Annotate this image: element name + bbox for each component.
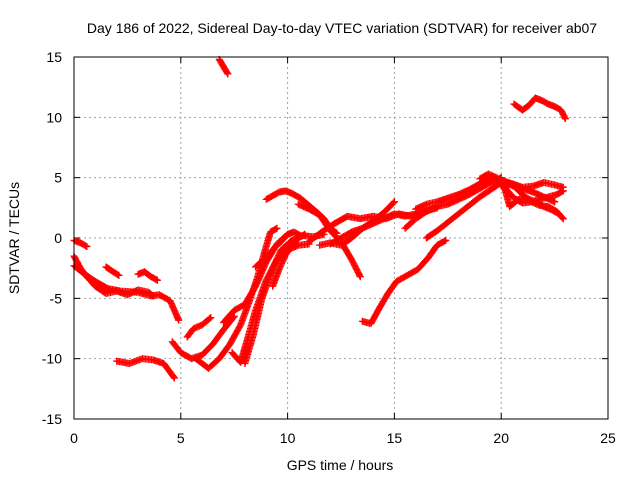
data-point — [205, 315, 213, 323]
chart-title: Day 186 of 2022, Sidereal Day-to-day VTE… — [87, 20, 597, 36]
series-track-15 — [215, 55, 232, 78]
data-point — [273, 224, 281, 232]
data-point — [114, 271, 122, 279]
data-point — [224, 70, 232, 78]
x-axis-ticks: 0 5 10 15 20 25 — [70, 57, 616, 446]
data-point — [389, 199, 397, 207]
series-track-6 — [113, 355, 178, 382]
plot-frame — [73, 56, 609, 420]
data-point — [83, 242, 91, 250]
x-tick-label: 15 — [387, 430, 403, 446]
data-point — [115, 271, 123, 279]
series-track-8 — [183, 314, 215, 341]
x-axis-label: GPS time / hours — [287, 457, 394, 473]
series-track-13 — [252, 228, 304, 271]
y-tick-label: 15 — [46, 49, 62, 65]
data-point — [272, 225, 280, 233]
series-track-14 — [269, 230, 309, 290]
data-point — [356, 273, 364, 281]
data-point — [561, 113, 569, 121]
data-point — [559, 187, 567, 195]
data-point — [170, 373, 178, 381]
data-point — [207, 314, 215, 322]
data-point — [559, 215, 567, 223]
series-track-4 — [102, 263, 123, 279]
y-tick-label: -5 — [50, 290, 63, 306]
x-tick-label: 10 — [280, 430, 296, 446]
data-point — [551, 198, 559, 206]
data-point — [153, 276, 161, 284]
data-point — [356, 271, 364, 279]
series-track-21 — [358, 236, 450, 328]
data-point — [170, 374, 178, 382]
series-track-28 — [510, 94, 569, 123]
data-points — [70, 55, 569, 382]
series-track-20 — [326, 207, 430, 248]
data-point — [152, 276, 160, 284]
x-tick-label: 0 — [70, 430, 78, 446]
y-tick-label: 10 — [46, 109, 62, 125]
series-track-27 — [501, 180, 567, 223]
series-track-9 — [192, 224, 281, 372]
series-track-22 — [401, 174, 505, 232]
data-point — [440, 237, 448, 245]
data-point — [558, 188, 566, 196]
series-track-24 — [422, 178, 559, 242]
x-tick-label: 5 — [177, 430, 185, 446]
series-track-7 — [168, 312, 238, 363]
data-point — [301, 230, 309, 238]
data-point — [558, 214, 566, 222]
data-point — [561, 115, 569, 123]
data-point — [299, 231, 307, 239]
y-axis-label: SDTVAR / TECUs — [6, 182, 22, 294]
data-point — [442, 236, 450, 244]
data-point — [175, 316, 183, 324]
x-tick-label: 20 — [493, 430, 509, 446]
data-point — [82, 242, 90, 250]
series-track-5 — [134, 268, 161, 284]
y-tick-label: 0 — [54, 230, 62, 246]
data-point — [390, 198, 398, 206]
x-tick-label: 25 — [600, 430, 616, 446]
y-tick-label: 5 — [54, 170, 62, 186]
data-point — [223, 69, 231, 77]
y-axis-ticks: -15 -10 -5 0 5 10 15 — [42, 49, 608, 427]
y-tick-label: -15 — [42, 411, 62, 427]
series-track-3 — [70, 236, 91, 250]
y-tick-label: -10 — [42, 351, 62, 367]
series-track-2 — [70, 262, 183, 324]
